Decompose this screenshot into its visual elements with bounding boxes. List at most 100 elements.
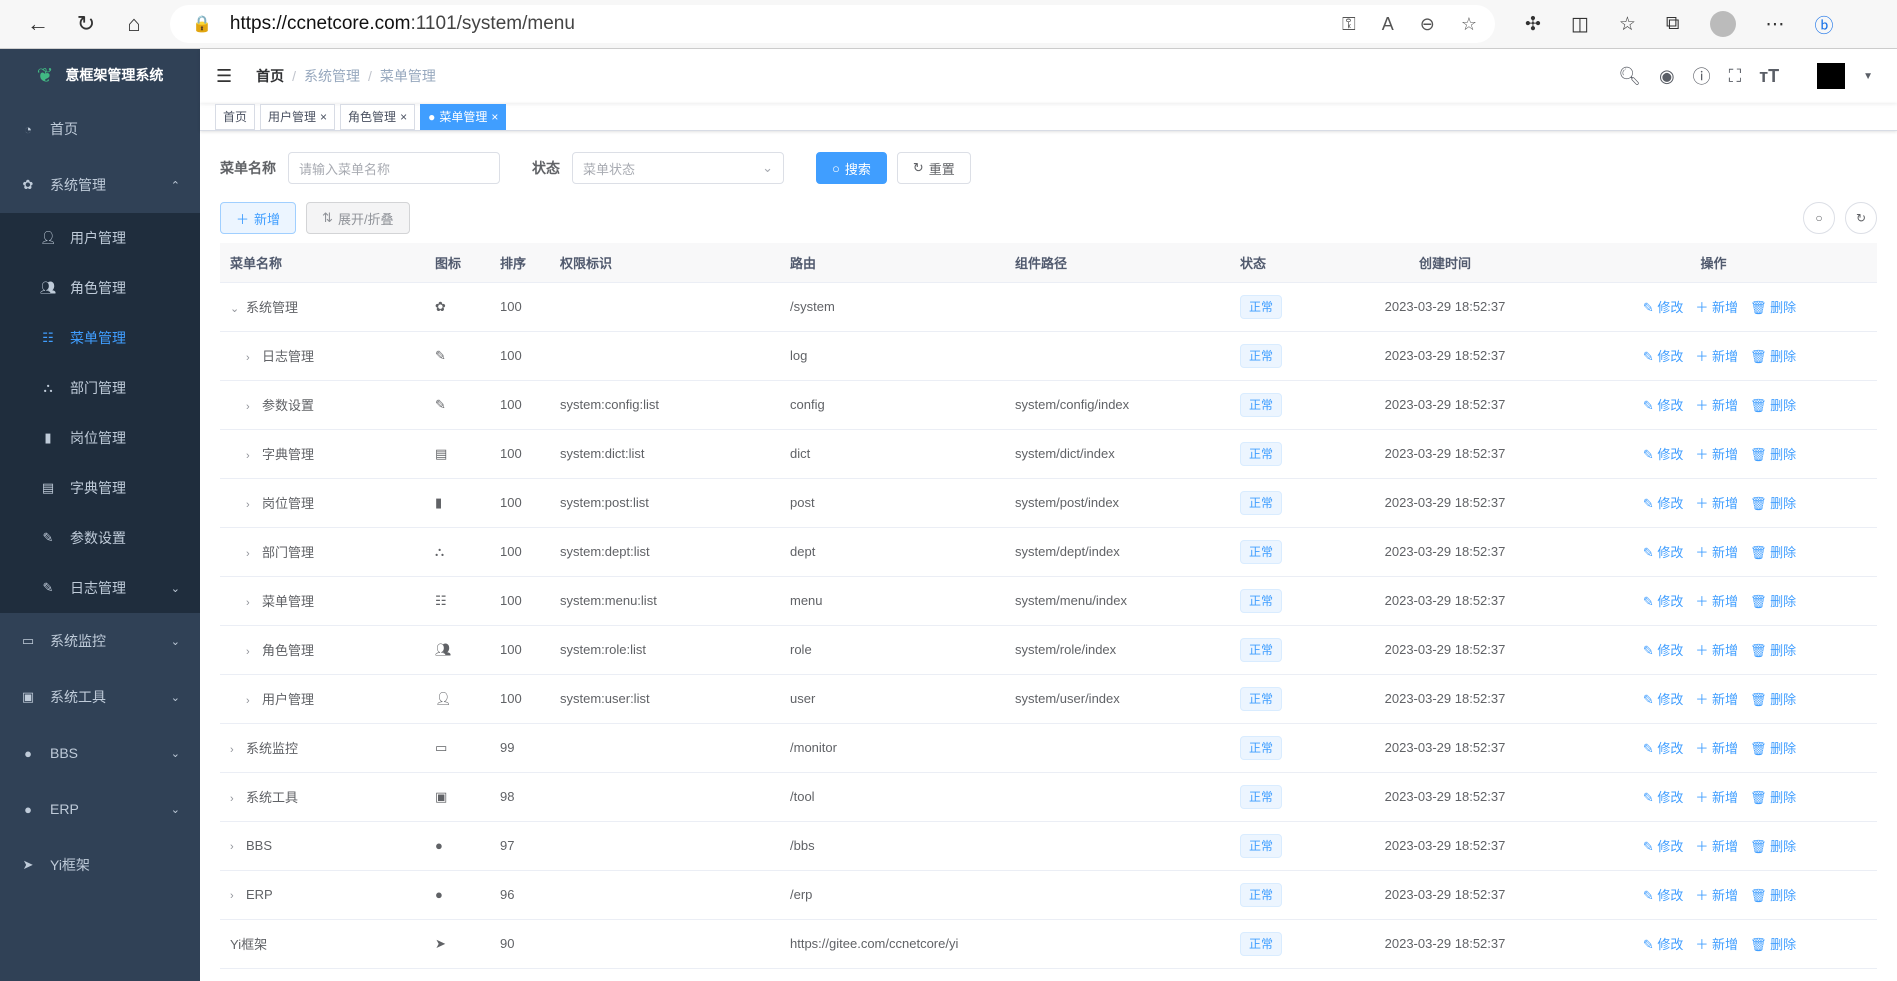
profile-avatar[interactable] bbox=[1709, 11, 1736, 37]
sidebar-item[interactable]: ⛬ 部门管理 bbox=[0, 363, 200, 413]
edit-button[interactable]: ✎ 修改 bbox=[1643, 790, 1684, 805]
more-icon[interactable]: ⋯ bbox=[1765, 13, 1785, 35]
add-child-button[interactable]: ＋ 新增 bbox=[1695, 839, 1738, 854]
delete-button[interactable]: 🗑︎ 删除 bbox=[1750, 300, 1796, 315]
tag-item[interactable]: 首页 bbox=[215, 103, 256, 130]
hamburger-icon[interactable]: ☰ bbox=[216, 65, 233, 86]
edit-button[interactable]: ✎ 修改 bbox=[1643, 888, 1684, 903]
sidebar-item[interactable]: 👤︎ 用户管理 bbox=[0, 213, 200, 263]
sidebar-item[interactable]: ● BBS ⌄ bbox=[0, 725, 200, 781]
add-child-button[interactable]: ＋ 新增 bbox=[1695, 447, 1738, 462]
edit-button[interactable]: ✎ 修改 bbox=[1643, 496, 1684, 511]
key-icon[interactable]: ⚿ bbox=[1342, 13, 1356, 34]
edit-button[interactable]: ✎ 修改 bbox=[1643, 447, 1684, 462]
chevron-right-icon[interactable]: › bbox=[230, 793, 234, 805]
close-icon[interactable]: × bbox=[491, 109, 499, 124]
add-child-button[interactable]: ＋ 新增 bbox=[1695, 398, 1738, 413]
delete-button[interactable]: 🗑︎ 删除 bbox=[1750, 790, 1796, 805]
sidebar-item[interactable]: ◔ 首页 bbox=[0, 101, 200, 157]
fullscreen-icon[interactable]: ⛶ bbox=[1728, 65, 1742, 86]
add-child-button[interactable]: ＋ 新增 bbox=[1695, 741, 1738, 756]
delete-button[interactable]: 🗑︎ 删除 bbox=[1750, 741, 1796, 756]
edit-button[interactable]: ✎ 修改 bbox=[1643, 937, 1684, 952]
chevron-right-icon[interactable]: › bbox=[246, 695, 250, 707]
add-child-button[interactable]: ＋ 新增 bbox=[1695, 790, 1738, 805]
sidebar-item[interactable]: ☷ 菜单管理 bbox=[0, 313, 200, 363]
edit-button[interactable]: ✎ 修改 bbox=[1643, 545, 1684, 560]
bing-icon[interactable]: ⓑ bbox=[1814, 15, 1834, 37]
sidebar-item[interactable]: ▣ 系统工具 ⌄ bbox=[0, 669, 200, 725]
zoom-out-icon[interactable]: ⊖ bbox=[1419, 13, 1435, 34]
edit-button[interactable]: ✎ 修改 bbox=[1643, 692, 1684, 707]
chevron-down-icon[interactable]: ⌄ bbox=[230, 303, 240, 315]
chevron-right-icon[interactable]: › bbox=[246, 499, 250, 511]
edit-button[interactable]: ✎ 修改 bbox=[1643, 398, 1684, 413]
sidebar-item[interactable]: ✿ 系统管理 ⌃ bbox=[0, 157, 200, 213]
split-screen-icon[interactable]: ◫ bbox=[1570, 13, 1589, 35]
chevron-right-icon[interactable]: › bbox=[246, 401, 250, 413]
add-button[interactable]: ＋新增 bbox=[220, 202, 297, 234]
chevron-right-icon[interactable]: › bbox=[230, 841, 234, 853]
favorites-icon[interactable]: ☆ bbox=[1618, 13, 1636, 35]
delete-button[interactable]: 🗑︎ 删除 bbox=[1750, 447, 1796, 462]
refresh-button[interactable]: ↻ bbox=[1845, 202, 1877, 234]
delete-button[interactable]: 🗑︎ 删除 bbox=[1750, 888, 1796, 903]
home-icon[interactable]: ⌂ bbox=[127, 11, 141, 36]
sidebar-item[interactable]: ▮ 岗位管理 bbox=[0, 413, 200, 463]
delete-button[interactable]: 🗑︎ 删除 bbox=[1750, 496, 1796, 511]
reset-button[interactable]: ↻ 重置 bbox=[896, 152, 971, 184]
chevron-right-icon[interactable]: › bbox=[246, 352, 250, 364]
chevron-right-icon[interactable]: › bbox=[230, 744, 234, 756]
chevron-right-icon[interactable]: › bbox=[246, 597, 250, 609]
tag-item[interactable]: 用户管理 × bbox=[260, 103, 336, 130]
add-child-button[interactable]: ＋ 新增 bbox=[1695, 594, 1738, 609]
refresh-icon[interactable]: ↻ bbox=[76, 11, 96, 36]
delete-button[interactable]: 🗑︎ 删除 bbox=[1750, 692, 1796, 707]
add-child-button[interactable]: ＋ 新增 bbox=[1695, 643, 1738, 658]
add-child-button[interactable]: ＋ 新增 bbox=[1695, 300, 1738, 315]
status-select[interactable]: 菜单状态 ⌄ bbox=[572, 152, 784, 184]
chevron-right-icon[interactable]: › bbox=[246, 450, 250, 462]
back-icon[interactable]: ← bbox=[27, 11, 49, 36]
tag-item[interactable]: ● 菜单管理 × bbox=[420, 103, 507, 130]
breadcrumb-home[interactable]: 首页 bbox=[256, 68, 285, 84]
delete-button[interactable]: 🗑︎ 删除 bbox=[1750, 937, 1796, 952]
extensions-icon[interactable]: ✣ bbox=[1525, 13, 1541, 35]
sidebar-item[interactable]: ➤ Yi框架 bbox=[0, 837, 200, 893]
edit-button[interactable]: ✎ 修改 bbox=[1643, 300, 1684, 315]
delete-button[interactable]: 🗑︎ 删除 bbox=[1750, 643, 1796, 658]
chevron-right-icon[interactable]: › bbox=[246, 548, 250, 560]
read-aloud-icon[interactable]: A bbox=[1381, 13, 1394, 34]
sidebar-item[interactable]: ● ERP ⌄ bbox=[0, 781, 200, 837]
search-button[interactable]: ○ 搜索 bbox=[816, 152, 887, 184]
add-child-button[interactable]: ＋ 新增 bbox=[1695, 496, 1738, 511]
delete-button[interactable]: 🗑︎ 删除 bbox=[1750, 839, 1796, 854]
sidebar-item[interactable]: 👥︎ 角色管理 bbox=[0, 263, 200, 313]
chevron-right-icon[interactable]: › bbox=[246, 646, 250, 658]
delete-button[interactable]: 🗑︎ 删除 bbox=[1750, 398, 1796, 413]
collections-icon[interactable]: ⧉ bbox=[1665, 13, 1680, 34]
chevron-right-icon[interactable]: › bbox=[230, 890, 234, 902]
font-size-icon[interactable]: тT bbox=[1759, 65, 1780, 86]
add-child-button[interactable]: ＋ 新增 bbox=[1695, 937, 1738, 952]
sidebar-logo[interactable]: ❦ 意框架管理系统 bbox=[0, 49, 200, 101]
github-icon[interactable]: ◉ bbox=[1658, 65, 1675, 86]
add-child-button[interactable]: ＋ 新增 bbox=[1695, 888, 1738, 903]
favorite-add-icon[interactable]: ☆ bbox=[1460, 13, 1477, 34]
add-child-button[interactable]: ＋ 新增 bbox=[1695, 692, 1738, 707]
search-icon[interactable]: 🔍︎ bbox=[1618, 65, 1641, 86]
user-avatar[interactable] bbox=[1817, 63, 1846, 89]
tag-item[interactable]: 角色管理 × bbox=[340, 103, 416, 130]
close-icon[interactable]: × bbox=[320, 109, 328, 124]
sidebar-item[interactable]: ✎ 日志管理 ⌄ bbox=[0, 563, 200, 613]
toggle-search-button[interactable]: ○ bbox=[1803, 202, 1835, 234]
delete-button[interactable]: 🗑︎ 删除 bbox=[1750, 594, 1796, 609]
help-icon[interactable]: ⓘ bbox=[1692, 67, 1711, 87]
delete-button[interactable]: 🗑︎ 删除 bbox=[1750, 349, 1796, 364]
edit-button[interactable]: ✎ 修改 bbox=[1643, 839, 1684, 854]
delete-button[interactable]: 🗑︎ 删除 bbox=[1750, 545, 1796, 560]
close-icon[interactable]: × bbox=[400, 109, 408, 124]
add-child-button[interactable]: ＋ 新增 bbox=[1695, 349, 1738, 364]
sidebar-item[interactable]: ▭ 系统监控 ⌄ bbox=[0, 613, 200, 669]
sidebar-item[interactable]: ▤ 字典管理 bbox=[0, 463, 200, 513]
